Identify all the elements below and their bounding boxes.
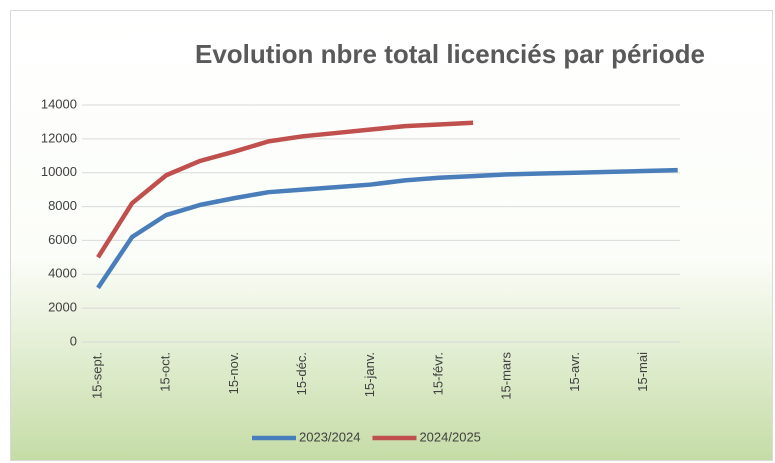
y-tick-label: 0 [70,333,77,348]
y-tick-label: 10000 [41,164,77,179]
series-line [96,120,474,259]
y-tick-label: 12000 [41,130,77,145]
chart-area [10,10,773,461]
x-tick-label: 15-avr. [567,352,582,392]
chart-title: Evolution nbre total licenciés par pério… [195,39,705,69]
x-tick-label: 15-déc. [294,352,309,395]
y-tick-label: 14000 [41,96,77,111]
x-tick-label: 15-oct. [158,352,173,392]
x-tick-label: 15-mai [635,352,650,392]
legend-label: 2023/2024 [299,429,360,444]
y-tick-label: 6000 [48,232,77,247]
legend-label: 2024/2025 [419,429,480,444]
y-tick-label: 8000 [48,198,77,213]
series-line [96,167,678,290]
x-tick-label: 15-nov. [226,352,241,394]
x-tick-label: 15-mars [499,352,514,400]
y-tick-label: 2000 [48,300,77,315]
x-tick-label: 15-sept. [89,352,104,399]
y-tick-label: 4000 [48,266,77,281]
x-tick-label: 15-févr. [430,352,445,395]
x-tick-label: 15-janv. [362,352,377,397]
